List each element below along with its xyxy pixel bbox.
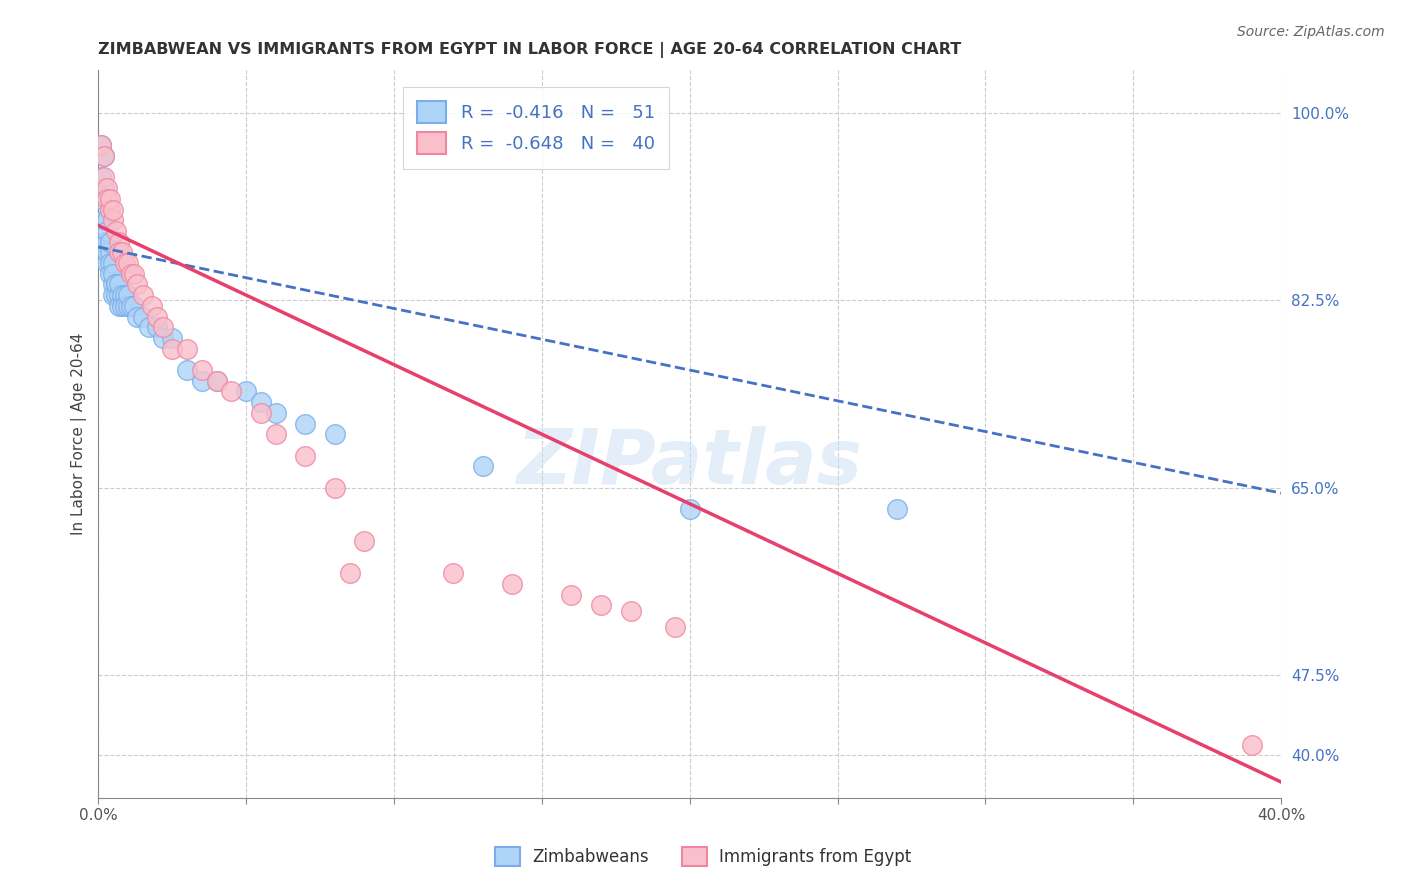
Point xyxy=(105,277,128,292)
Point xyxy=(93,213,115,227)
Point xyxy=(152,320,174,334)
Point xyxy=(117,256,139,270)
Point xyxy=(1240,738,1263,752)
Text: Source: ZipAtlas.com: Source: ZipAtlas.com xyxy=(1237,25,1385,39)
Point xyxy=(323,427,346,442)
Point xyxy=(152,331,174,345)
Point xyxy=(105,277,128,292)
Point xyxy=(108,245,131,260)
Point xyxy=(146,320,169,334)
Point xyxy=(294,449,316,463)
Point xyxy=(162,331,184,345)
Point xyxy=(191,374,214,388)
Point xyxy=(101,277,124,292)
Point xyxy=(117,288,139,302)
Text: ZIPatlas: ZIPatlas xyxy=(517,426,863,500)
Point xyxy=(96,181,118,195)
Point xyxy=(162,342,184,356)
Point xyxy=(205,374,228,388)
Point xyxy=(120,299,142,313)
Point xyxy=(125,277,148,292)
Point xyxy=(98,202,121,217)
Point xyxy=(114,288,136,302)
Point xyxy=(146,310,169,324)
Point xyxy=(93,149,115,163)
Point xyxy=(111,245,134,260)
Point xyxy=(105,288,128,302)
Point xyxy=(93,235,115,249)
Point xyxy=(111,288,134,302)
Point xyxy=(235,384,257,399)
Point xyxy=(339,566,361,581)
Point xyxy=(93,170,115,185)
Point xyxy=(221,384,243,399)
Point xyxy=(96,213,118,227)
Point xyxy=(117,299,139,313)
Point xyxy=(101,288,124,302)
Point xyxy=(679,502,702,516)
Point xyxy=(125,310,148,324)
Text: ZIMBABWEAN VS IMMIGRANTS FROM EGYPT IN LABOR FORCE | AGE 20-64 CORRELATION CHART: ZIMBABWEAN VS IMMIGRANTS FROM EGYPT IN L… xyxy=(98,42,962,58)
Point xyxy=(96,224,118,238)
Point xyxy=(619,604,641,618)
Point xyxy=(101,256,124,270)
Point xyxy=(93,149,115,163)
Point xyxy=(176,363,198,377)
Point xyxy=(560,588,582,602)
Point xyxy=(205,374,228,388)
Point xyxy=(90,192,112,206)
Point xyxy=(191,363,214,377)
Legend: R =  -0.416   N =   51, R =  -0.648   N =   40: R = -0.416 N = 51, R = -0.648 N = 40 xyxy=(402,87,669,169)
Point xyxy=(105,224,128,238)
Point xyxy=(108,299,131,313)
Point xyxy=(98,245,121,260)
Point xyxy=(114,299,136,313)
Point xyxy=(120,267,142,281)
Point xyxy=(141,299,163,313)
Point xyxy=(101,267,124,281)
Point xyxy=(176,342,198,356)
Point xyxy=(93,181,115,195)
Point xyxy=(250,395,273,409)
Point xyxy=(101,213,124,227)
Point xyxy=(264,427,287,442)
Point xyxy=(90,170,112,185)
Legend: Zimbabweans, Immigrants from Egypt: Zimbabweans, Immigrants from Egypt xyxy=(488,840,918,873)
Point xyxy=(589,599,612,613)
Point xyxy=(323,481,346,495)
Point xyxy=(98,267,121,281)
Point xyxy=(96,256,118,270)
Point xyxy=(108,288,131,302)
Point xyxy=(108,277,131,292)
Point xyxy=(98,256,121,270)
Point xyxy=(114,256,136,270)
Point xyxy=(98,235,121,249)
Point xyxy=(111,299,134,313)
Point xyxy=(664,620,686,634)
Point xyxy=(131,288,153,302)
Point xyxy=(441,566,464,581)
Point xyxy=(471,459,494,474)
Point xyxy=(108,235,131,249)
Point xyxy=(501,577,523,591)
Point xyxy=(90,138,112,153)
Point xyxy=(96,235,118,249)
Point xyxy=(886,502,908,516)
Y-axis label: In Labor Force | Age 20-64: In Labor Force | Age 20-64 xyxy=(72,333,87,535)
Point xyxy=(250,406,273,420)
Point xyxy=(122,267,145,281)
Point xyxy=(122,299,145,313)
Point xyxy=(138,320,160,334)
Point xyxy=(90,138,112,153)
Point xyxy=(353,534,375,549)
Point xyxy=(131,310,153,324)
Point xyxy=(264,406,287,420)
Point xyxy=(101,202,124,217)
Point xyxy=(96,192,118,206)
Point xyxy=(96,245,118,260)
Point xyxy=(98,192,121,206)
Point xyxy=(294,417,316,431)
